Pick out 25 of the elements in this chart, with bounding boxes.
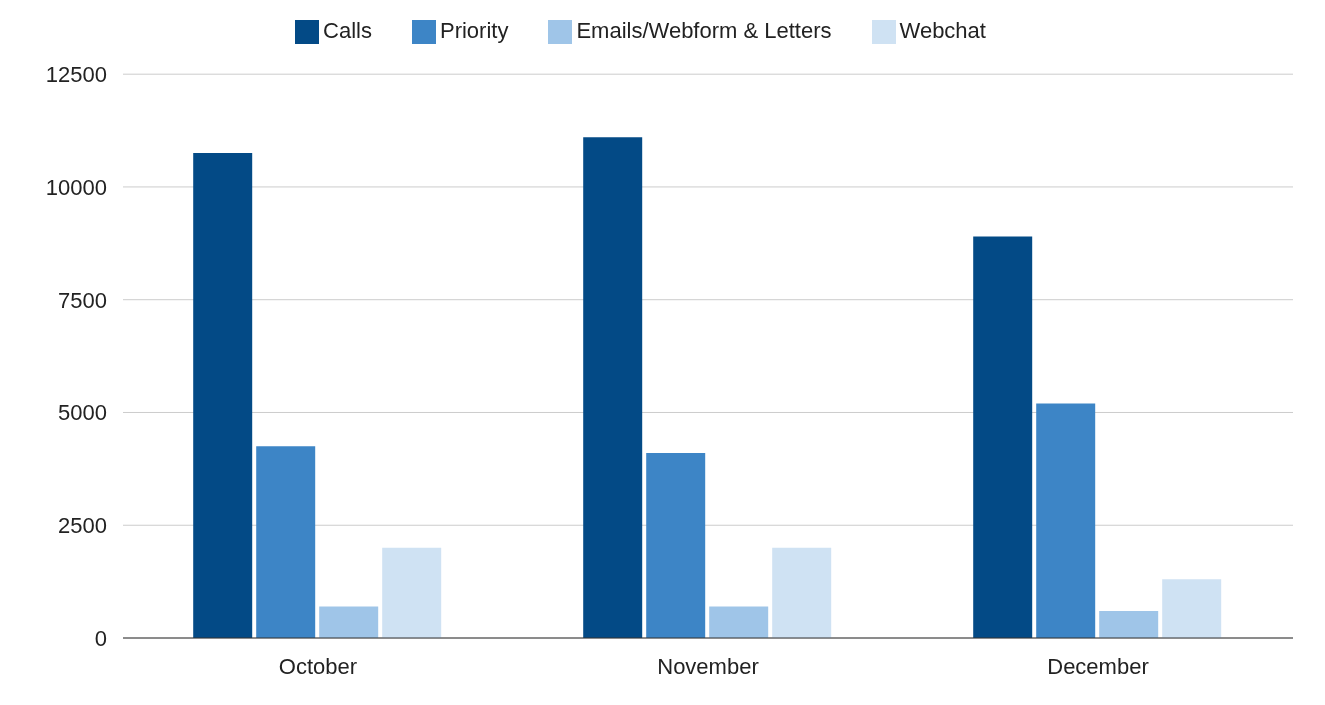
legend-label: Webchat — [899, 18, 986, 43]
legend-label: Emails/Webform & Letters — [576, 18, 832, 43]
bar — [772, 547, 832, 638]
y-tick-label: 12500 — [45, 62, 107, 87]
legend-label: Calls — [323, 18, 372, 43]
bar — [319, 606, 379, 638]
bar — [973, 236, 1033, 638]
bar — [193, 153, 253, 638]
bar — [583, 137, 643, 638]
y-tick-label: 0 — [94, 625, 107, 651]
bar — [1162, 579, 1222, 638]
x-tick-label: November — [657, 653, 759, 679]
y-tick-label: 5000 — [58, 400, 107, 426]
x-tick-label: December — [1047, 653, 1149, 679]
bar — [646, 453, 706, 638]
y-tick-label: 10000 — [45, 174, 107, 200]
bar — [1099, 610, 1159, 638]
bar — [256, 446, 316, 638]
bar — [1036, 403, 1096, 638]
bar — [382, 547, 442, 638]
y-tick-label: 2500 — [58, 513, 107, 539]
y-tick-label: 7500 — [58, 287, 107, 313]
legend-label: Priority — [439, 18, 509, 43]
x-tick-label: October — [278, 653, 358, 679]
bar — [709, 606, 769, 638]
